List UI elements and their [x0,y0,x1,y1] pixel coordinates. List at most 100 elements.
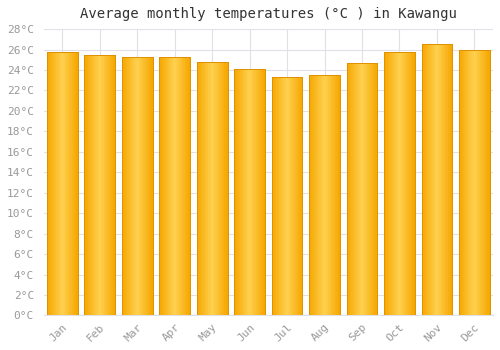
Bar [396,51,397,315]
Bar [488,49,489,315]
Bar [66,51,67,315]
Bar [94,55,95,315]
Bar [350,63,351,315]
Bar [400,51,401,315]
Bar [88,55,89,315]
Bar [62,51,63,315]
Bar [440,44,442,315]
Bar [90,55,92,315]
Bar [375,63,376,315]
Bar [114,55,115,315]
Bar [125,57,126,315]
Bar [433,44,434,315]
Bar [385,51,386,315]
Bar [135,57,136,315]
Bar [132,57,134,315]
Bar [216,62,217,315]
Bar [479,49,480,315]
Bar [481,49,482,315]
Bar [144,57,145,315]
Bar [282,77,283,315]
Bar [219,62,220,315]
Bar [329,75,330,315]
Bar [124,57,125,315]
Bar [364,63,365,315]
Bar [64,51,66,315]
Bar [181,57,182,315]
Bar [290,77,291,315]
Bar [171,57,172,315]
Bar [52,51,53,315]
Bar [188,57,190,315]
Bar [317,75,318,315]
Bar [99,55,100,315]
Bar [161,57,162,315]
Bar [318,75,319,315]
Bar [298,77,300,315]
Bar [220,62,222,315]
Bar [443,44,444,315]
Bar [183,57,184,315]
Bar [363,63,364,315]
Bar [98,55,99,315]
Bar [330,75,332,315]
Bar [256,69,258,315]
Bar [60,51,61,315]
Bar [360,63,361,315]
Bar [235,69,236,315]
Bar [180,57,181,315]
Bar [388,51,390,315]
Bar [447,44,448,315]
Bar [369,63,370,315]
Bar [71,51,72,315]
Bar [54,51,56,315]
Bar [391,51,392,315]
Bar [444,44,446,315]
Bar [450,44,452,315]
Bar [370,63,371,315]
Bar [478,49,479,315]
Bar [410,51,411,315]
Bar [376,63,378,315]
Bar [476,49,478,315]
Bar [199,62,200,315]
Bar [291,77,292,315]
Bar [405,51,406,315]
Bar [210,62,212,315]
Bar [324,75,326,315]
Bar [489,49,490,315]
Bar [112,55,113,315]
Bar [139,57,140,315]
Bar [56,51,57,315]
Bar [63,51,64,315]
Bar [222,62,223,315]
Bar [390,51,391,315]
Bar [100,55,102,315]
Bar [178,57,180,315]
Bar [484,49,485,315]
Bar [287,77,288,315]
Bar [259,69,260,315]
Bar [286,77,287,315]
Bar [466,49,468,315]
Bar [483,49,484,315]
Bar [297,77,298,315]
Bar [200,62,202,315]
Bar [145,57,146,315]
Bar [426,44,427,315]
Bar [371,63,372,315]
Bar [475,49,476,315]
Bar [244,69,245,315]
Bar [365,63,366,315]
Bar [333,75,334,315]
Bar [238,69,239,315]
Bar [207,62,208,315]
Bar [462,49,463,315]
Bar [438,44,439,315]
Bar [339,75,340,315]
Bar [348,63,349,315]
Bar [472,49,473,315]
Bar [234,69,235,315]
Bar [223,62,224,315]
Bar [197,62,198,315]
